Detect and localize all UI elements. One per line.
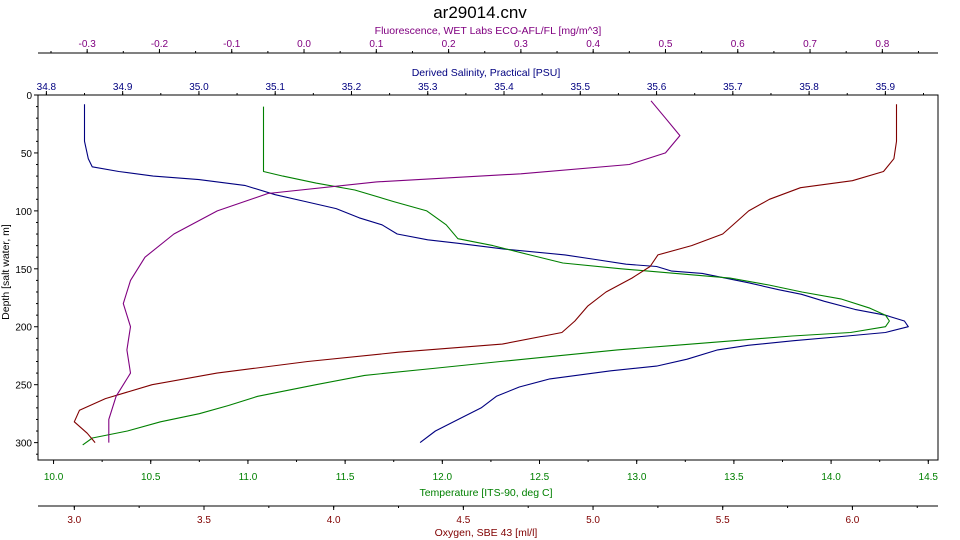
depth-tick-label: 300 (15, 439, 32, 450)
depth-tick-label: 0 (26, 91, 32, 102)
salinity-axis-title: Derived Salinity, Practical [PSU] (412, 67, 561, 79)
fluorescence-tick-label: 0.5 (659, 39, 673, 50)
temperature-axis-title: Temperature [ITS-90, deg C] (419, 487, 552, 499)
salinity-profile-line (83, 104, 909, 444)
depth-axis-title: Depth [salt water, m] (0, 224, 12, 320)
salinity-axis: 34.8 34.9 35.0 35.1 35.2 35.3 35.4 35.5 35.6 35.7… (37, 67, 938, 96)
fluorescence-tick-label: 0.8 (875, 39, 889, 50)
fluorescence-profile-line (108, 100, 681, 443)
salinity-tick-label: 34.9 (113, 82, 133, 93)
salinity-tick-label: 35.5 (571, 82, 591, 93)
fluorescence-axis-ticks: -0.3 -0.2 -0.1 0.0 0.1 0.2 0.3 0.4 0.5 0.6 0.7 0.8 (50, 39, 919, 53)
oxygen-tick-label: 4.5 (456, 515, 470, 526)
salinity-tick-label: 35.7 (723, 82, 743, 93)
temperature-tick-label: 14.0 (821, 472, 841, 483)
temperature-tick-label: 13.0 (627, 472, 647, 483)
salinity-tick-label: 35.2 (342, 82, 362, 93)
fluorescence-tick-label: 0.2 (442, 39, 456, 50)
temperature-tick-label: 10.0 (44, 472, 64, 483)
salinity-tick-label: 35.4 (494, 82, 514, 93)
oxygen-axis: 3.0 3.5 4.0 4.5 5.0 5.5 6.0 Oxygen, SBE 43 [ml… (38, 505, 938, 539)
temperature-tick-label: 11.5 (336, 472, 355, 483)
fluorescence-tick-label: 0.0 (297, 39, 311, 50)
oxygen-tick-label: 6.0 (845, 515, 859, 526)
fluorescence-tick-label: 0.3 (514, 39, 528, 50)
salinity-tick-label: 35.6 (647, 82, 667, 93)
temperature-axis: 10.0 10.5 11.0 11.5 12.0 12.5 13.0 13.5 14.0 14.5… (38, 459, 939, 499)
oxygen-tick-label: 5.0 (586, 515, 600, 526)
temperature-tick-label: 12.0 (433, 472, 453, 483)
salinity-tick-label: 35.3 (418, 82, 438, 93)
fluorescence-tick-label: 0.4 (586, 39, 600, 50)
depth-tick-label: 100 (15, 207, 32, 218)
salinity-tick-label: 34.8 (37, 82, 57, 93)
depth-tick-label: 50 (21, 149, 33, 160)
oxygen-profile-line (73, 104, 898, 443)
fluorescence-tick-label: 0.6 (731, 39, 745, 50)
temperature-axis-ticks: 10.0 10.5 11.0 11.5 12.0 12.5 13.0 13.5 14.0 14.5 (44, 460, 939, 483)
fluorescence-tick-label: -0.1 (223, 39, 241, 50)
oxygen-tick-label: 3.5 (197, 515, 211, 526)
depth-tick-label: 200 (15, 323, 32, 334)
temperature-tick-label: 11.0 (239, 472, 258, 483)
temperature-profile-line (82, 106, 890, 446)
depth-axis: 0 50 100 150 200 250 300 Depth [salt water, m] (0, 91, 39, 460)
fluorescence-axis: -0.3 -0.2 -0.1 0.0 0.1 0.2 0.3 0.4 0.5 0.6 0.7 0.8 … (38, 25, 938, 54)
salinity-axis-ticks: 34.8 34.9 35.0 35.1 35.2 35.3 35.4 35.5 35.6 35.7… (37, 82, 925, 95)
temperature-tick-label: 12.5 (530, 472, 550, 483)
oxygen-tick-label: 3.0 (67, 515, 81, 526)
temperature-tick-label: 13.5 (724, 472, 744, 483)
temperature-tick-label: 14.5 (919, 472, 939, 483)
temperature-tick-label: 10.5 (141, 472, 161, 483)
salinity-tick-label: 35.1 (265, 82, 285, 93)
depth-tick-label: 250 (15, 381, 32, 392)
salinity-tick-label: 35.0 (189, 82, 209, 93)
oxygen-tick-label: 5.5 (716, 515, 730, 526)
oxygen-axis-ticks: 3.0 3.5 4.0 4.5 5.0 5.5 6.0 (67, 506, 918, 526)
fluorescence-tick-label: -0.3 (79, 39, 97, 50)
fluorescence-tick-label: 0.1 (369, 39, 383, 50)
oxygen-tick-label: 4.0 (327, 515, 341, 526)
oxygen-axis-title: Oxygen, SBE 43 [ml/l] (435, 527, 538, 539)
fluorescence-tick-label: -0.2 (151, 39, 169, 50)
plot-lines (73, 100, 909, 446)
salinity-tick-label: 35.9 (876, 82, 896, 93)
depth-axis-ticks: 0 50 100 150 200 250 300 (15, 91, 38, 455)
depth-tick-label: 150 (15, 265, 32, 276)
plot-area-frame (37, 94, 939, 461)
fluorescence-axis-title: Fluorescence, WET Labs ECO-AFL/FL [mg/m^… (375, 25, 602, 37)
chart-title: ar29014.cnv (433, 3, 527, 22)
fluorescence-tick-label: 0.7 (803, 39, 817, 50)
salinity-tick-label: 35.8 (799, 82, 819, 93)
